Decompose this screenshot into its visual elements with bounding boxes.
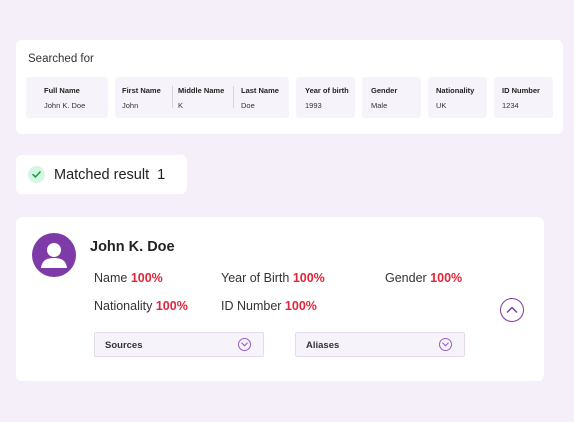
field-value: John K. Doe [44, 101, 86, 110]
sources-dropdown[interactable]: Sources [94, 332, 264, 357]
field-nationality: Nationality UK [428, 77, 487, 118]
field-value: Doe [241, 101, 255, 110]
metric-label: Nationality [94, 299, 153, 313]
check-icon [28, 166, 45, 183]
metric-label: ID Number [221, 299, 282, 313]
field-value: 1234 [502, 101, 519, 110]
metric-value: 100% [284, 299, 317, 313]
metric-year-of-birth: Year of Birth 100% [221, 271, 325, 285]
result-card: John K. Doe Name 100% Year of Birth 100%… [16, 217, 544, 381]
field-full-name: Full Name John K. Doe [26, 77, 108, 118]
metric-label: Year of Birth [221, 271, 290, 285]
field-gender: Gender Male [362, 77, 421, 118]
user-avatar-icon [32, 233, 76, 277]
field-label: Year of birth [305, 86, 349, 95]
field-label: Nationality [436, 86, 475, 95]
chevron-down-icon [238, 338, 251, 351]
searched-for-panel: Searched for Full Name John K. Doe First… [16, 40, 563, 134]
field-label: First Name [122, 86, 161, 95]
field-value: Male [371, 101, 388, 110]
metric-value: 100% [430, 271, 463, 285]
result-name: John K. Doe [90, 239, 175, 255]
field-value: 1993 [305, 101, 322, 110]
field-value: John [122, 101, 139, 110]
metric-gender: Gender 100% [385, 271, 462, 285]
matched-result-badge: Matched result 1 [16, 155, 187, 194]
searched-for-title: Searched for [28, 53, 94, 65]
metric-label: Gender [385, 271, 427, 285]
matched-result-text: Matched result 1 [54, 167, 165, 183]
aliases-dropdown[interactable]: Aliases [295, 332, 465, 357]
metric-label: Name [94, 271, 128, 285]
sources-label: Sources [105, 340, 143, 351]
field-label: Full Name [44, 86, 80, 95]
metric-value: 100% [130, 271, 163, 285]
field-value: UK [436, 101, 447, 110]
field-value: K [178, 101, 184, 110]
metric-nationality: Nationality 100% [94, 299, 188, 313]
matched-result-count: 1 [157, 167, 166, 183]
field-name-parts: First Name John Middle Name K Last Name … [115, 77, 289, 118]
metric-value: 100% [155, 299, 188, 313]
field-year-of-birth: Year of birth 1993 [296, 77, 355, 118]
chevron-down-icon [439, 338, 452, 351]
field-id-number: ID Number 1234 [494, 77, 553, 118]
chevron-up-icon [506, 306, 518, 313]
field-label: ID Number [502, 86, 540, 95]
metric-id-number: ID Number 100% [221, 299, 317, 313]
collapse-button[interactable] [500, 298, 524, 322]
field-label: Last Name [241, 86, 279, 95]
divider [172, 86, 173, 108]
field-label: Gender [371, 86, 398, 95]
metric-value: 100% [292, 271, 325, 285]
aliases-label: Aliases [306, 340, 340, 351]
field-label: Middle Name [178, 86, 225, 95]
matched-result-label: Matched result [54, 167, 150, 183]
metric-name: Name 100% [94, 271, 163, 285]
divider [233, 86, 234, 108]
